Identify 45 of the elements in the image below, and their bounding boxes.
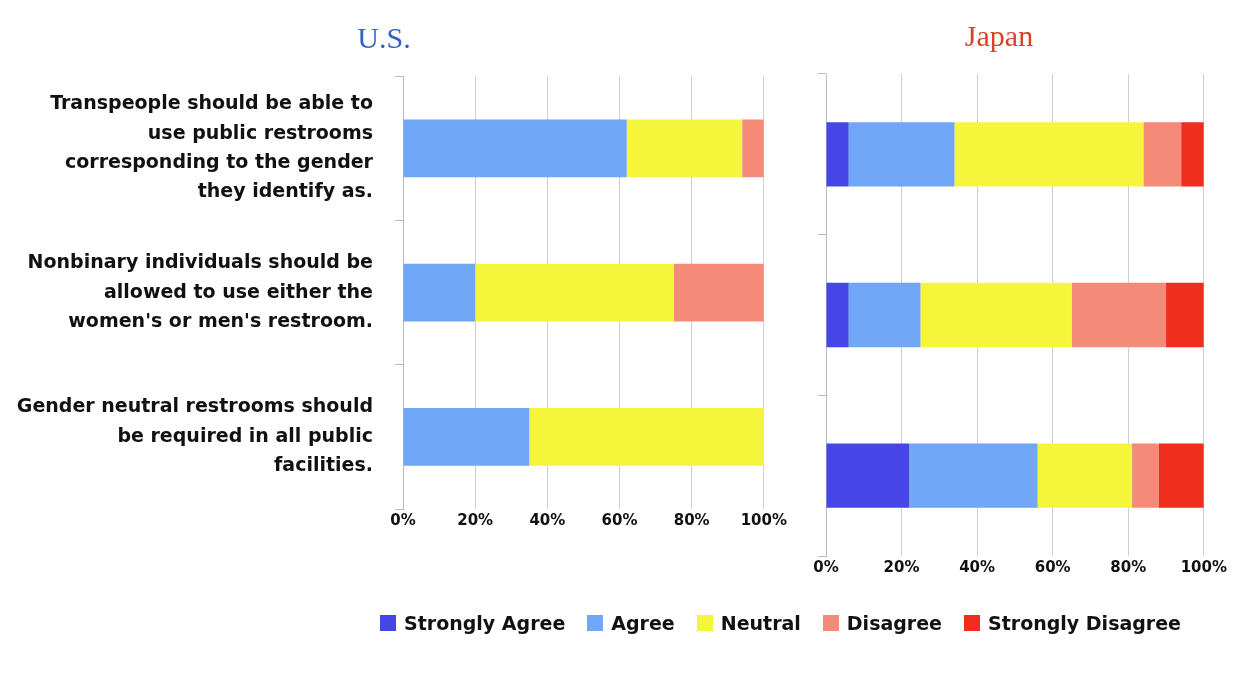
bar xyxy=(1181,122,1204,187)
bar xyxy=(1132,443,1159,508)
x-tick-label: 40% xyxy=(529,510,566,529)
bar xyxy=(529,408,764,466)
legend-label: Disagree xyxy=(846,612,943,634)
bar xyxy=(742,119,764,178)
x-tick-label: 60% xyxy=(601,510,638,529)
bar xyxy=(826,122,849,187)
x-tick-label: 80% xyxy=(673,510,710,529)
bar xyxy=(1143,122,1182,187)
legend-label: Strongly Disagree xyxy=(988,612,1182,634)
bar xyxy=(403,119,627,178)
chart-title: U.S. xyxy=(357,21,411,55)
x-tick-label: 100% xyxy=(740,510,787,529)
x-tick-label: 0% xyxy=(813,557,839,576)
bar xyxy=(954,122,1144,187)
legend-label: Neutral xyxy=(720,612,801,634)
bar xyxy=(1037,443,1133,508)
bar xyxy=(475,263,674,322)
bar xyxy=(848,282,921,348)
x-tick-label: 0% xyxy=(390,510,416,529)
bar xyxy=(1166,282,1204,348)
bar xyxy=(673,263,764,322)
y-tick-label: Gender neutral restrooms should be required in all public facilities. xyxy=(16,394,373,476)
bar xyxy=(1158,443,1204,508)
bar xyxy=(626,119,743,178)
bar xyxy=(920,282,1072,348)
bar xyxy=(826,443,910,508)
x-tick-label: 80% xyxy=(1110,557,1147,576)
bar xyxy=(848,122,955,187)
chart-title: Japan xyxy=(964,18,1034,52)
bar xyxy=(826,282,849,348)
legend-label: Agree xyxy=(611,612,675,634)
x-tick-label: 40% xyxy=(959,557,996,576)
x-tick-label: 100% xyxy=(1180,557,1227,576)
x-tick-label: 20% xyxy=(883,557,920,576)
y-tick-label: Nonbinary individuals should be allowed to use either the women's or men's restroom. xyxy=(27,250,373,332)
y-tick-label: Transpeople should be able to use public restrooms corresponding to the gender they identify as. xyxy=(50,91,374,202)
x-tick-label: 20% xyxy=(457,510,494,529)
x-tick-label: 60% xyxy=(1034,557,1071,576)
legend-label: Strongly Agree xyxy=(404,612,566,634)
bar xyxy=(1071,282,1167,348)
bar xyxy=(909,443,1038,508)
bar xyxy=(403,263,476,322)
bar xyxy=(403,408,530,466)
